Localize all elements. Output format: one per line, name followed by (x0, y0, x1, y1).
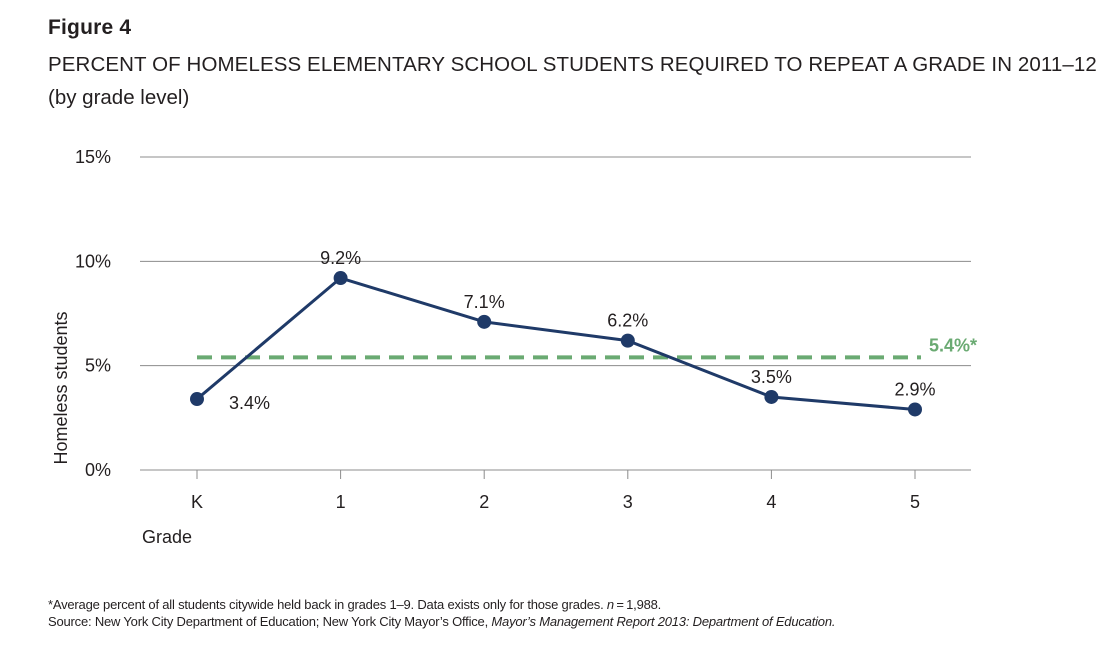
x-tick-label: 5 (910, 492, 920, 512)
data-label: 2.9% (894, 379, 935, 399)
x-axis-label: Grade (142, 527, 192, 547)
footnote-n: n (606, 597, 614, 612)
x-tick-label: 2 (479, 492, 489, 512)
data-point (620, 333, 635, 348)
series-line (196, 276, 916, 411)
y-tick-label: 5% (85, 356, 111, 376)
data-label: 3.5% (751, 367, 792, 387)
y-tick-labels: 0% 5% 10% 15% (75, 147, 111, 480)
data-label: 9.2% (320, 248, 361, 268)
footnote-average: *Average percent of all students citywid… (48, 597, 661, 612)
data-label: 3.4% (229, 393, 270, 413)
source-report-title: Mayor’s Management Report 2013: Departme… (491, 614, 836, 629)
x-tick-label: 1 (336, 492, 346, 512)
x-tick-label: 4 (766, 492, 776, 512)
figure-label: Figure 4 (48, 16, 132, 39)
series-group: 3.4% 9.2% 7.1% 6.2% 3.5% 2.9% (190, 248, 936, 417)
y-tick-label: 15% (75, 147, 111, 167)
data-label: 6.2% (607, 311, 648, 331)
reference-line-label: 5.4%* (929, 335, 977, 355)
y-tick-label: 10% (75, 251, 111, 271)
y-axis-label: Homeless students (51, 311, 71, 464)
reference-line-group: 5.4%* (197, 335, 977, 360)
x-tick-label: K (191, 492, 203, 512)
footnote-n-value: = 1,988. (613, 597, 662, 612)
data-point (764, 389, 779, 404)
data-point (908, 402, 922, 417)
x-tick-label: 3 (623, 492, 633, 512)
data-point (477, 314, 492, 329)
x-ticks: K 1 2 3 4 5 (191, 470, 920, 512)
source-text: Source: New York City Department of Educ… (48, 614, 492, 629)
data-point (190, 392, 204, 407)
data-point (333, 271, 348, 286)
gridlines (140, 156, 971, 471)
footnote-text: *Average percent of all students citywid… (48, 597, 607, 612)
data-label: 7.1% (464, 292, 505, 312)
chart-title: PERCENT OF HOMELESS ELEMENTARY SCHOOL ST… (48, 53, 1097, 76)
chart-subtitle: (by grade level) (48, 86, 190, 109)
y-tick-label: 0% (85, 460, 111, 480)
footnote-source: Source: New York City Department of Educ… (48, 614, 835, 629)
line-chart: 0% 5% 10% 15% K 1 2 3 4 5 5.4%* 3.4% 9.2% 7.1% 6.2%… (51, 147, 977, 547)
